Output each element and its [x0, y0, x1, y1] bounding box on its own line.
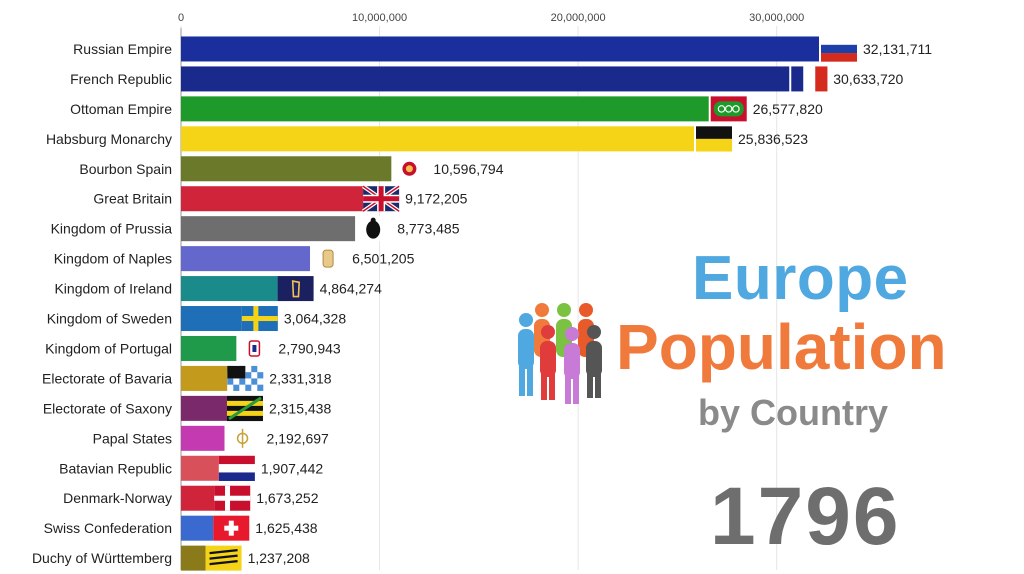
bar — [181, 276, 278, 302]
category-label: Kingdom of Prussia — [51, 221, 173, 237]
category-label: Batavian Republic — [59, 460, 172, 476]
category-label: Kingdom of Portugal — [45, 340, 172, 356]
russia-flag-icon — [821, 36, 857, 62]
category-label: Habsburg Monarchy — [46, 131, 172, 147]
bar — [181, 395, 227, 421]
britain-flag-icon — [361, 184, 401, 213]
spain-flag-icon — [391, 156, 428, 182]
category-label: Ottoman Empire — [70, 101, 172, 117]
value-label: 1,237,208 — [248, 550, 310, 566]
value-label: 30,633,720 — [833, 71, 903, 87]
value-label: 1,907,442 — [261, 460, 323, 476]
denmark-flag-icon — [214, 485, 251, 511]
category-label: Electorate of Bavaria — [42, 370, 172, 386]
x-tick-label: 0 — [178, 12, 184, 24]
france-flag-icon — [791, 66, 828, 92]
x-tick-label: 30,000,000 — [749, 12, 804, 24]
bar — [181, 545, 206, 571]
title-by-country: by Country — [698, 392, 889, 433]
category-label: French Republic — [70, 71, 172, 87]
bar — [181, 36, 819, 62]
value-label: 10,596,794 — [433, 161, 503, 177]
bar — [181, 156, 392, 182]
category-label: Duchy of Württemberg — [32, 550, 172, 566]
naples-flag-icon — [310, 246, 347, 272]
value-label: 26,577,820 — [753, 101, 823, 117]
portugal-flag-icon — [236, 335, 273, 361]
value-label: 2,790,943 — [278, 340, 340, 356]
people-group-icon — [518, 303, 602, 404]
category-label: Electorate of Saxony — [43, 400, 172, 416]
value-label: 2,192,697 — [267, 430, 329, 446]
value-label: 32,131,711 — [863, 41, 932, 57]
batavian-flag-icon — [218, 455, 255, 481]
x-tick-label: 20,000,000 — [551, 12, 606, 24]
title-population: Population — [616, 311, 947, 383]
ireland-flag-icon — [277, 276, 314, 302]
bar — [181, 425, 225, 451]
category-label: Bourbon Spain — [79, 161, 172, 177]
value-label: 2,315,438 — [269, 400, 331, 416]
swiss-flag-icon — [213, 515, 250, 541]
value-label: 1,625,438 — [255, 520, 317, 536]
category-label: Kingdom of Naples — [54, 251, 172, 267]
bavaria-flag-icon — [227, 365, 264, 391]
bar — [181, 306, 242, 332]
papal-flag-icon — [224, 425, 261, 451]
saxony-flag-icon — [226, 395, 263, 422]
category-label: Great Britain — [93, 191, 172, 207]
habsburg-flag-icon — [696, 126, 733, 152]
sweden-flag-icon — [241, 306, 278, 332]
value-label: 6,501,205 — [352, 251, 414, 267]
bar — [181, 96, 709, 122]
category-label: Kingdom of Ireland — [54, 281, 172, 297]
value-label: 8,773,485 — [397, 221, 459, 237]
category-label: Denmark-Norway — [63, 490, 172, 506]
category-label: Kingdom of Sweden — [47, 311, 172, 327]
bar — [181, 216, 356, 242]
bar — [181, 335, 237, 361]
x-tick-label: 10,000,000 — [352, 12, 407, 24]
bar — [181, 365, 228, 391]
bar — [181, 485, 215, 511]
year-label: 1796 — [710, 471, 901, 562]
bar — [181, 515, 214, 541]
title-europe: Europe — [692, 244, 909, 313]
value-label: 9,172,205 — [405, 191, 467, 207]
value-label: 2,331,318 — [269, 370, 331, 386]
value-label: 3,064,328 — [284, 311, 346, 327]
bar — [181, 186, 364, 212]
value-label: 1,673,252 — [256, 490, 318, 506]
bar — [181, 66, 790, 92]
bar — [181, 455, 219, 481]
value-label: 4,864,274 — [320, 281, 382, 297]
bar — [181, 126, 695, 152]
category-label: Papal States — [93, 430, 172, 446]
category-label: Russian Empire — [73, 41, 172, 57]
prussia-flag-icon — [355, 216, 392, 242]
bar — [181, 246, 311, 272]
value-label: 25,836,523 — [738, 131, 808, 147]
category-label: Swiss Confederation — [44, 520, 172, 536]
wurttemberg-flag-icon — [205, 545, 242, 571]
ottoman-flag-icon — [710, 96, 747, 122]
